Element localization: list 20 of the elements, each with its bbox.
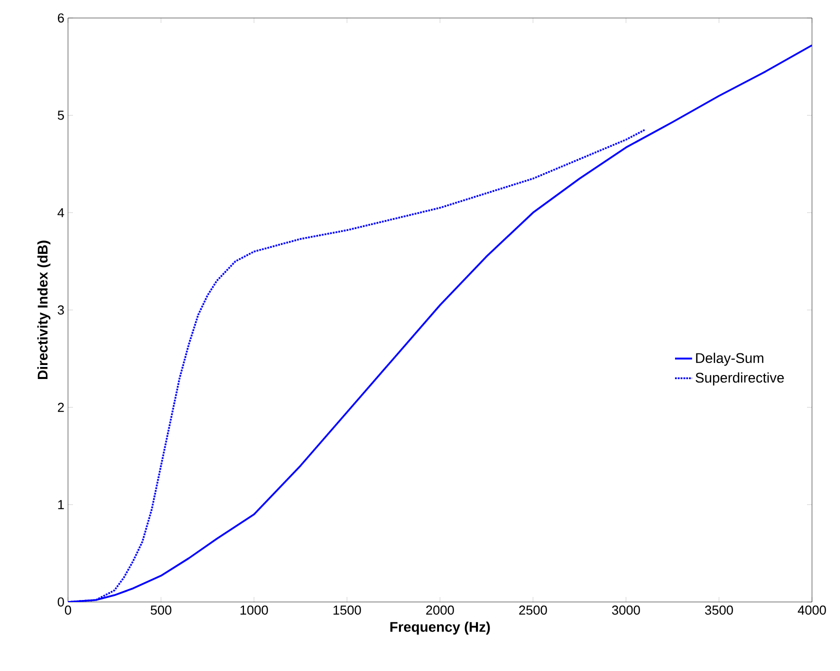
x-tick-label: 1000 [240, 606, 268, 615]
y-tick-label: 3 [58, 305, 64, 315]
legend-label: Delay-Sum [696, 352, 764, 366]
x-tick-label: 500 [150, 606, 172, 615]
y-tick-label: 2 [58, 402, 64, 412]
x-tick-label: 2500 [519, 606, 547, 615]
x-tick-label: 3500 [705, 606, 733, 615]
x-tick-label: 4000 [798, 606, 826, 615]
x-tick-label: 2000 [426, 606, 454, 615]
x-tick-label: 3000 [612, 606, 640, 615]
y-tick-label: 1 [58, 500, 64, 510]
x-axis-title: Frequency (Hz) [390, 622, 490, 635]
x-tick-label: 0 [64, 606, 72, 615]
y-tick-label: 6 [58, 13, 64, 23]
y-tick-label: 0 [58, 597, 64, 607]
y-axis-title: Directivity Index (dB) [37, 240, 50, 380]
x-tick-label: 1500 [334, 606, 361, 615]
legend-label: Superdirective [696, 372, 784, 386]
y-tick-label: 5 [58, 110, 64, 120]
y-tick-label: 4 [58, 208, 64, 218]
